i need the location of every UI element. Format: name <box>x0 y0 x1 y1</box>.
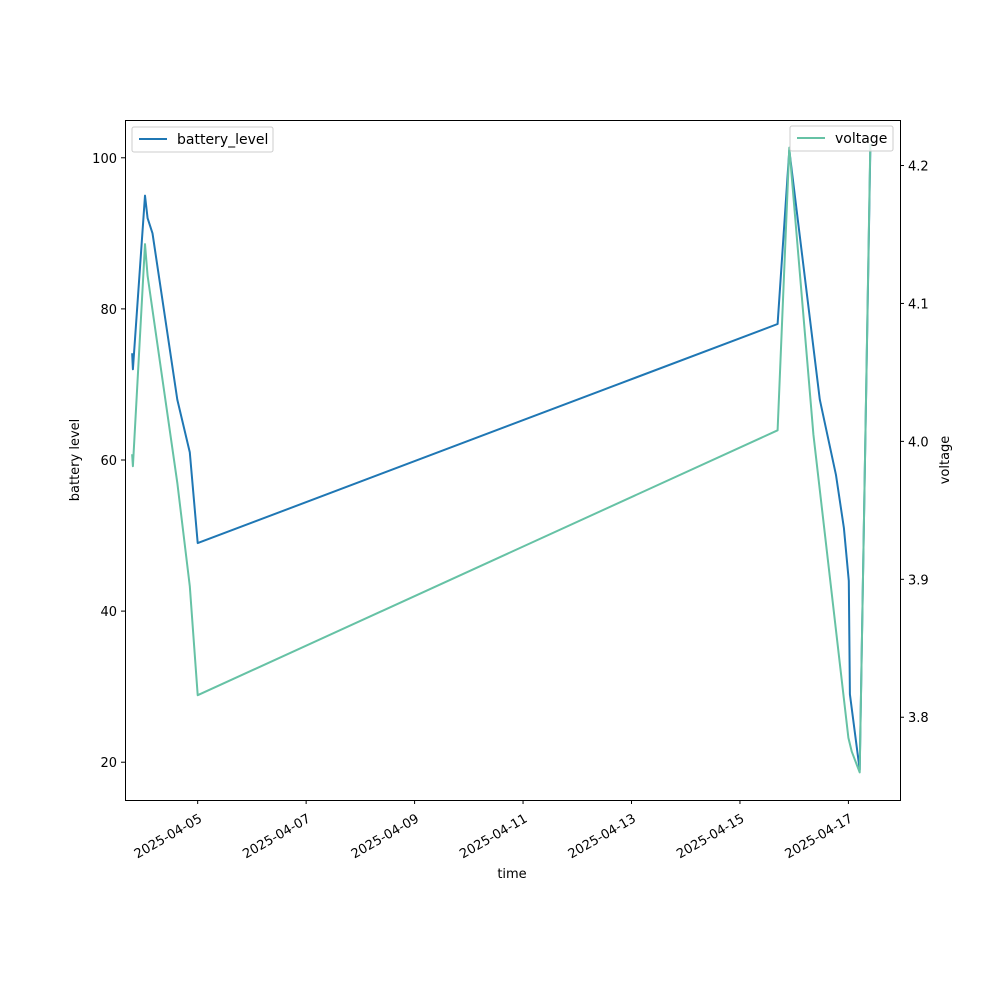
y-right-tick-label: 3.8 <box>908 711 929 726</box>
y-left-tick-label: 60 <box>100 454 117 469</box>
y-left-tick-label: 100 <box>92 152 117 167</box>
legend-box <box>131 126 274 153</box>
y-left-tick-label: 20 <box>100 756 117 771</box>
y-right-tick-label: 3.9 <box>908 573 929 588</box>
y-axis-label-right: voltage <box>938 436 953 485</box>
legend-box <box>789 125 894 152</box>
series-layer <box>131 143 872 774</box>
y-right-tick-label: 4.1 <box>908 297 929 312</box>
y-axis-label-left: battery level <box>68 419 83 502</box>
y-left-tick-label: 40 <box>100 605 117 620</box>
legend-label: battery_level <box>177 132 268 148</box>
x-axis-label: time <box>497 867 526 882</box>
legend-voltage: voltage <box>789 125 894 152</box>
plot-frame <box>125 120 901 801</box>
series-line-battery-level <box>131 149 872 771</box>
series-line-voltage <box>131 143 872 774</box>
legend-battery-level: battery_level <box>131 126 274 153</box>
y-right-tick-label: 4.0 <box>908 435 929 450</box>
y-right-tick-label: 4.2 <box>908 160 929 175</box>
legend-label: voltage <box>835 131 887 147</box>
y-left-tick-label: 80 <box>100 303 117 318</box>
